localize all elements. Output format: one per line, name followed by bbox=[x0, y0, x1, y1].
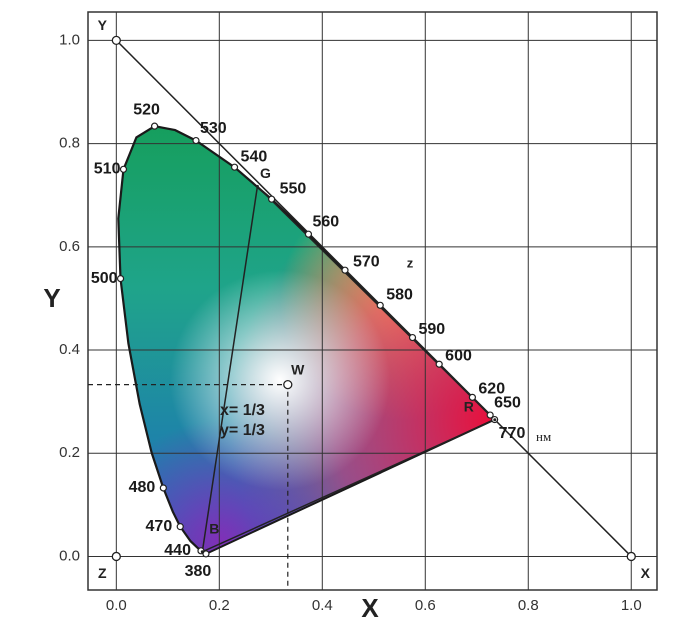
locus-point bbox=[468, 393, 476, 401]
wavelength-label: 380 bbox=[185, 563, 212, 580]
point bbox=[283, 379, 293, 390]
wavelength-label: 590 bbox=[419, 321, 446, 338]
point bbox=[111, 551, 121, 562]
point-label: B bbox=[209, 521, 219, 537]
x-tick-label: 1.0 bbox=[621, 597, 642, 614]
locus-point bbox=[268, 195, 276, 203]
wavelength-label: 480 bbox=[129, 479, 156, 496]
locus-point bbox=[176, 523, 184, 531]
locus-point bbox=[159, 484, 167, 492]
wavelength-label: 510 bbox=[94, 161, 121, 178]
wavelength-label: 650 bbox=[494, 394, 521, 411]
annotation: нм bbox=[536, 429, 551, 444]
x-tick-label: 0.8 bbox=[518, 597, 539, 614]
yx-line bbox=[115, 39, 632, 557]
locus-point bbox=[341, 266, 349, 274]
locus-point bbox=[435, 360, 443, 368]
wavelength-label: 770 bbox=[499, 425, 526, 442]
y-tick-label: 0.4 bbox=[59, 341, 80, 358]
wavelength-label: 580 bbox=[386, 287, 413, 304]
point-label: Y bbox=[98, 17, 108, 33]
y-tick-label: 0.8 bbox=[59, 135, 80, 152]
point bbox=[200, 550, 204, 554]
wavelength-label: 540 bbox=[241, 148, 268, 165]
wavelength-label: 620 bbox=[478, 381, 505, 398]
locus-point bbox=[119, 165, 128, 173]
annotation: x= 1/3 bbox=[220, 402, 265, 419]
x-tick-label: 0.6 bbox=[415, 597, 436, 614]
point-label: X bbox=[641, 565, 651, 581]
y-tick-label: 0.6 bbox=[59, 238, 80, 255]
x-tick-label: 0.4 bbox=[312, 597, 333, 614]
point-label: Z bbox=[98, 565, 107, 581]
wavelength-label: 600 bbox=[445, 347, 472, 364]
point bbox=[493, 418, 497, 422]
wavelength-label: 520 bbox=[133, 101, 160, 118]
locus-point bbox=[192, 136, 200, 145]
locus-point bbox=[230, 163, 239, 171]
point bbox=[626, 551, 636, 562]
y-tick-label: 0.0 bbox=[59, 547, 80, 564]
y-axis-label: Y bbox=[43, 283, 60, 313]
point-label: G bbox=[260, 165, 271, 181]
x-axis-label: X bbox=[361, 593, 379, 623]
y-tick-label: 0.2 bbox=[59, 444, 80, 461]
locus-point bbox=[486, 411, 494, 419]
locus-point bbox=[304, 230, 313, 238]
point-label: R bbox=[464, 398, 474, 414]
rgb-triangle bbox=[201, 184, 497, 554]
wavelength-label: 470 bbox=[146, 518, 173, 535]
y-tick-label: 1.0 bbox=[59, 31, 80, 48]
point-label: W bbox=[291, 361, 305, 377]
locus-point bbox=[408, 333, 417, 342]
locus-point bbox=[150, 122, 159, 130]
wavelength-label: 560 bbox=[312, 213, 339, 230]
point bbox=[111, 35, 121, 46]
wavelength-label: 500 bbox=[91, 270, 118, 287]
x-tick-label: 0.0 bbox=[106, 597, 127, 614]
wavelength-label: 550 bbox=[280, 180, 307, 197]
x-tick-label: 0.2 bbox=[209, 597, 230, 614]
locus-point bbox=[202, 550, 210, 558]
point bbox=[255, 184, 259, 188]
annotation: z bbox=[407, 255, 414, 270]
locus-point bbox=[116, 275, 125, 283]
plot-frame bbox=[87, 11, 658, 591]
annotation: y= 1/3 bbox=[220, 422, 265, 439]
locus-point bbox=[376, 301, 384, 309]
wavelength-label: 570 bbox=[353, 253, 380, 270]
wavelength-label: 530 bbox=[200, 120, 227, 137]
wavelength-label: 440 bbox=[164, 542, 191, 559]
